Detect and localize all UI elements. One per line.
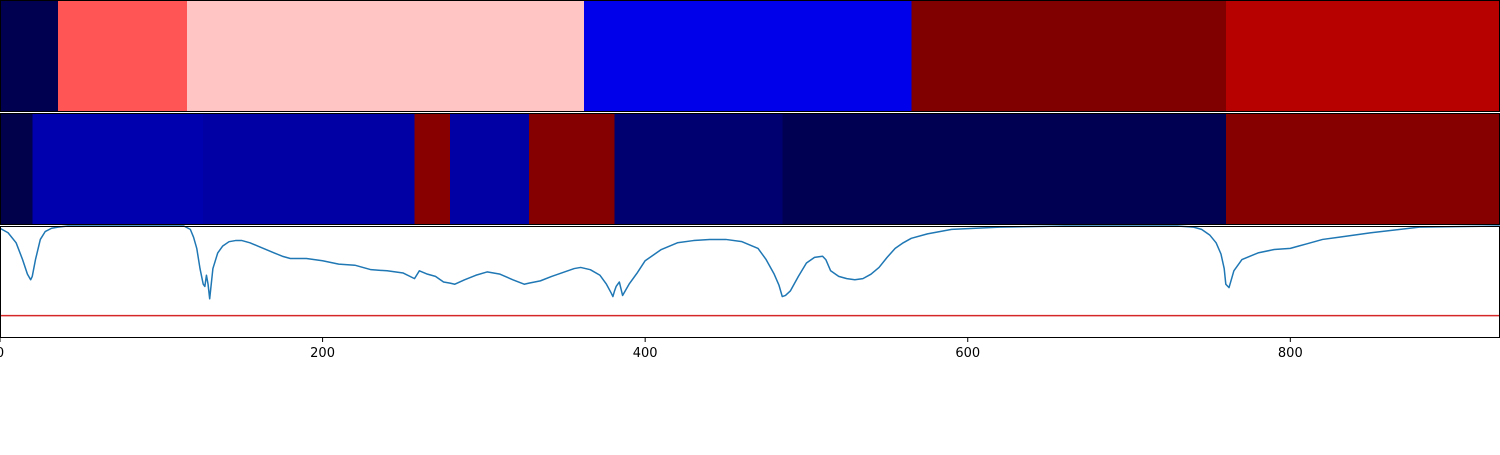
heatmap-row2-segment-3 [414, 113, 450, 225]
heatmap-row1-segment-4 [911, 0, 1226, 112]
heatmap-row2-segment-8 [1225, 113, 1500, 225]
heatmap-row2-segment-5 [529, 113, 615, 225]
heatmap-row2-segment-0 [0, 113, 33, 225]
heatmap-row2-segment-1 [32, 113, 204, 225]
heatmap-row1-segment-3 [583, 0, 912, 112]
x-tick-label-1: 200 [310, 346, 335, 361]
x-tick-label-0: 0 [0, 346, 4, 361]
x-tick-label-4: 800 [1278, 346, 1303, 361]
heatmap-row2-segment-4 [450, 113, 530, 225]
x-tick-label-3: 600 [955, 346, 980, 361]
line-panel-background [0, 226, 1500, 338]
heatmap-row2-segment-7 [782, 113, 1226, 225]
heatmap-row2-segment-2 [203, 113, 415, 225]
heatmap-row1-segment-2 [187, 0, 584, 112]
x-tick-label-2: 400 [633, 346, 658, 361]
heatmap-row1-segment-1 [58, 0, 188, 112]
heatmap-row1-segment-0 [0, 0, 59, 112]
heatmap-row2-segment-6 [614, 113, 783, 225]
heatmap-row1-segment-5 [1225, 0, 1500, 112]
